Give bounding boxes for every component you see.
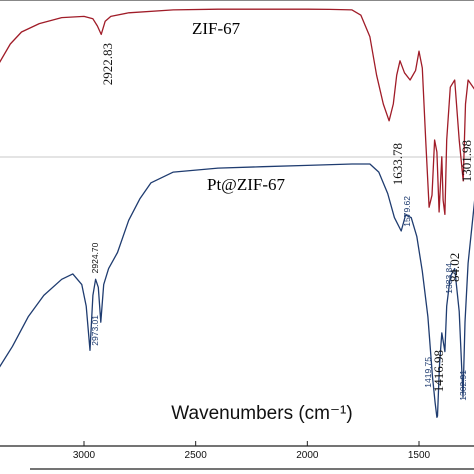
peak-label-pt-1419: 1419.75 <box>423 357 433 388</box>
peak-label-pt-2924: 2924.70 <box>90 242 100 273</box>
peak-label-zif67-1633: 1633.78 <box>390 143 405 185</box>
x-axis-title: Wavenumbers (cm⁻¹) <box>171 403 352 424</box>
peak-label-pt-1579: 1579.62 <box>402 196 412 227</box>
peak-label-pt-1302: 1302.91 <box>458 370 468 401</box>
peak-label-pt-1383: 1383.84 <box>444 263 454 294</box>
x-axis-ticks: 3000 2500 2000 1500 <box>73 441 431 461</box>
x-tick-label: 2500 <box>185 450 208 461</box>
pt-zif67-spectrum-line <box>0 163 474 418</box>
x-tick-label: 2000 <box>296 450 319 461</box>
peak-label-pt-2973: 2973.01 <box>90 315 100 346</box>
peak-label-zif67-1384: 84.02 <box>447 253 462 282</box>
peak-label-pt-1416: 1416.98 <box>431 350 446 392</box>
series-label-pt-zif67: Pt@ZIF-67 <box>207 175 285 194</box>
series-label-zif67: ZIF-67 <box>192 19 241 38</box>
peak-label-zif67-2922: 2922.83 <box>100 43 115 85</box>
zif67-spectrum-line <box>0 8 474 216</box>
x-tick-label: 3000 <box>73 450 96 461</box>
x-tick-label: 1500 <box>408 450 431 461</box>
peak-label-zif67-1301: 1301.98 <box>459 140 474 182</box>
